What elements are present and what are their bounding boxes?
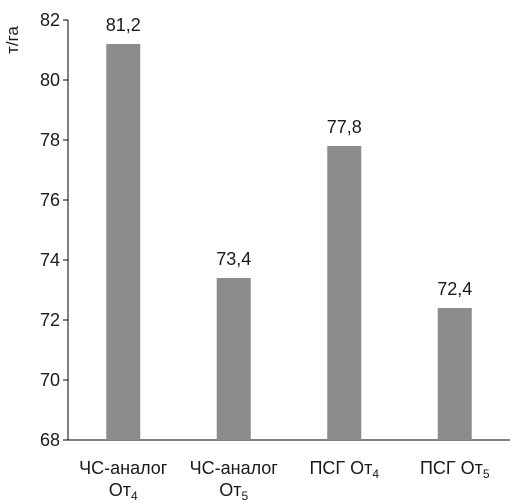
x-tick-label: ЧС-аналог [79, 458, 168, 478]
y-tick-label: 72 [40, 310, 60, 330]
x-tick-label-line2: От4 [109, 480, 138, 503]
bar [217, 278, 251, 440]
data-labels: 81,2 73,4 77,8 72,4 [106, 15, 473, 299]
y-tick-label: 78 [40, 130, 60, 150]
x-tick-label: ПСГ От5 [420, 458, 490, 481]
y-tick-label: 76 [40, 190, 60, 210]
data-label: 72,4 [437, 279, 472, 299]
data-label: 73,4 [216, 249, 251, 269]
y-axis-label: т/га [3, 26, 22, 54]
y-tick-label: 74 [40, 250, 60, 270]
bar [106, 44, 140, 440]
bar [327, 146, 361, 440]
y-tick-label: 68 [40, 430, 60, 450]
bar [438, 308, 472, 440]
data-label: 77,8 [327, 117, 362, 137]
y-tick-label: 80 [40, 70, 60, 90]
x-tick-label: ЧС-аналог [190, 458, 279, 478]
y-tick-label: 70 [40, 370, 60, 390]
x-tick-label: ПСГ От4 [309, 458, 379, 481]
data-label: 81,2 [106, 15, 141, 35]
x-tick-label-line2: От5 [219, 480, 248, 503]
bars [106, 44, 472, 440]
y-tick-label: 82 [40, 10, 60, 30]
